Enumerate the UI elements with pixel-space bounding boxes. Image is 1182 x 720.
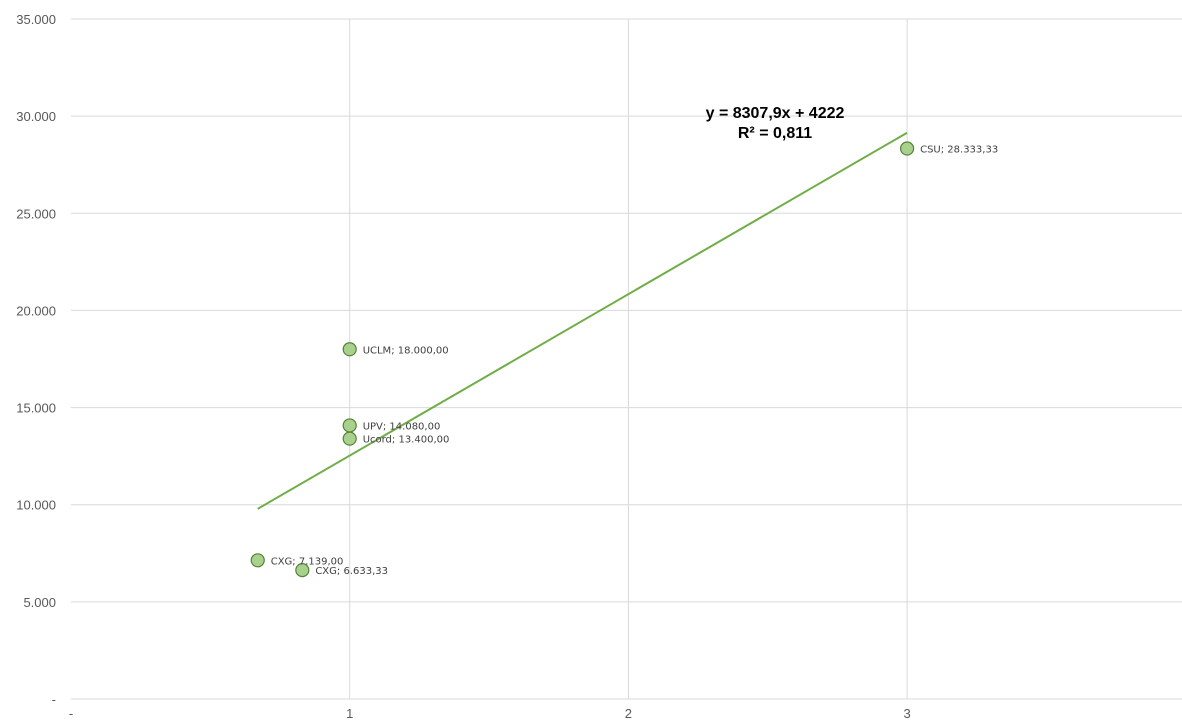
point-labels: UCLM; 18.000,00 UPV; 14.080,00 Ucord; 13.4…	[271, 145, 998, 578]
trendline-equation-text: y = 8307,9x + 4222	[706, 105, 845, 122]
y-tick-label: 5.000	[23, 595, 56, 610]
data-label: CSU; 28.333,33	[920, 145, 998, 156]
x-tick-label: 1	[346, 706, 353, 720]
data-label: Ucord; 13.400,00	[363, 435, 450, 446]
y-tick-label: -	[52, 692, 56, 707]
y-tick-label: 20.000	[16, 303, 56, 318]
data-point	[342, 418, 357, 433]
trendline-r-squared: R² = 0,811	[738, 125, 812, 142]
x-axis-ticks: - 1 2 3	[69, 706, 911, 720]
data-point	[295, 563, 310, 578]
data-label: CXG; 6.633,33	[315, 566, 388, 577]
y-axis-ticks: - 5.000 10.000 15.000 20.000 25.000 30.000 35.0…	[16, 12, 56, 707]
y-tick-label: 35.000	[16, 12, 56, 27]
data-points	[250, 141, 915, 578]
trendline	[257, 131, 908, 510]
y-tick-label: 25.000	[16, 206, 56, 221]
data-point	[342, 431, 357, 446]
data-label: UCLM; 18.000,00	[363, 345, 449, 356]
data-point	[899, 141, 915, 156]
x-tick-label: 3	[903, 706, 910, 720]
y-tick-label: 10.000	[16, 498, 56, 513]
data-point	[342, 342, 357, 357]
x-tick-label: 2	[625, 706, 632, 720]
y-tick-label: 30.000	[16, 109, 56, 124]
grid-lines	[71, 18, 1182, 700]
data-label: UPV; 14.080,00	[363, 421, 441, 432]
trendline-equation: y = 8307,9x + 4222 R² = 0,811	[706, 105, 845, 142]
data-label: CXG; 7.139,00	[271, 556, 344, 567]
trendline-group	[257, 131, 908, 510]
data-point	[250, 553, 265, 568]
x-tick-label: -	[69, 706, 73, 720]
y-tick-label: 15.000	[16, 401, 56, 416]
